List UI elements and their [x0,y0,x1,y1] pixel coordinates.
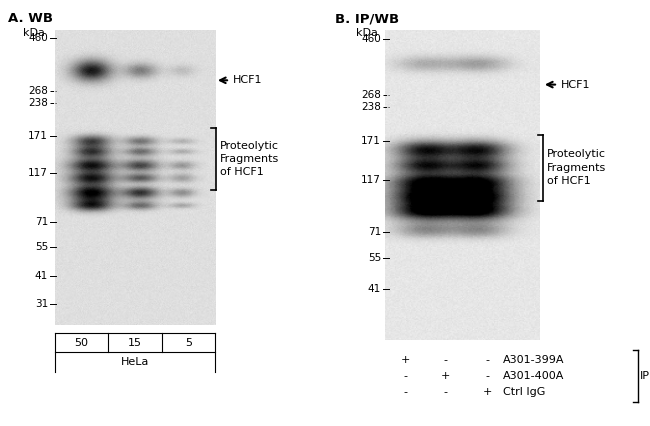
Text: A301-400A: A301-400A [503,371,564,381]
Text: 460: 460 [28,33,48,43]
Text: 268: 268 [28,86,48,96]
Text: -: - [485,371,489,381]
Text: kDa: kDa [23,28,45,38]
Text: 55: 55 [368,253,381,263]
Text: Ctrl IgG: Ctrl IgG [503,387,545,397]
Text: 55: 55 [34,242,48,252]
Text: Proteolytic
Fragments
of HCF1: Proteolytic Fragments of HCF1 [220,141,280,177]
Text: 171: 171 [28,131,48,141]
Text: 41: 41 [34,271,48,281]
Text: 15: 15 [128,337,142,348]
Text: 117: 117 [361,175,381,185]
Text: -: - [403,387,407,397]
Text: 238: 238 [28,98,48,108]
Text: +: + [482,387,491,397]
Text: HCF1: HCF1 [561,80,590,89]
Text: -: - [443,387,447,397]
Text: +: + [440,371,450,381]
Text: 268: 268 [361,89,381,100]
Text: -: - [485,355,489,365]
Text: 31: 31 [34,299,48,309]
Text: B. IP/WB: B. IP/WB [335,12,399,25]
Text: kDa: kDa [356,28,378,38]
Text: IP: IP [640,371,650,381]
Text: 171: 171 [361,136,381,146]
Text: Proteolytic
Fragments
of HCF1: Proteolytic Fragments of HCF1 [547,150,606,186]
Text: A. WB: A. WB [8,12,53,25]
Text: +: + [400,355,410,365]
Text: 50: 50 [75,337,88,348]
Text: HeLa: HeLa [121,357,150,367]
Text: 5: 5 [185,337,192,348]
Text: 41: 41 [368,284,381,294]
Text: 460: 460 [361,34,381,43]
Text: 238: 238 [361,102,381,112]
Text: 117: 117 [28,168,48,178]
Text: HCF1: HCF1 [233,75,263,85]
Text: A301-399A: A301-399A [503,355,564,365]
Text: -: - [403,371,407,381]
Text: 71: 71 [34,217,48,227]
Text: -: - [443,355,447,365]
Text: 71: 71 [368,227,381,237]
